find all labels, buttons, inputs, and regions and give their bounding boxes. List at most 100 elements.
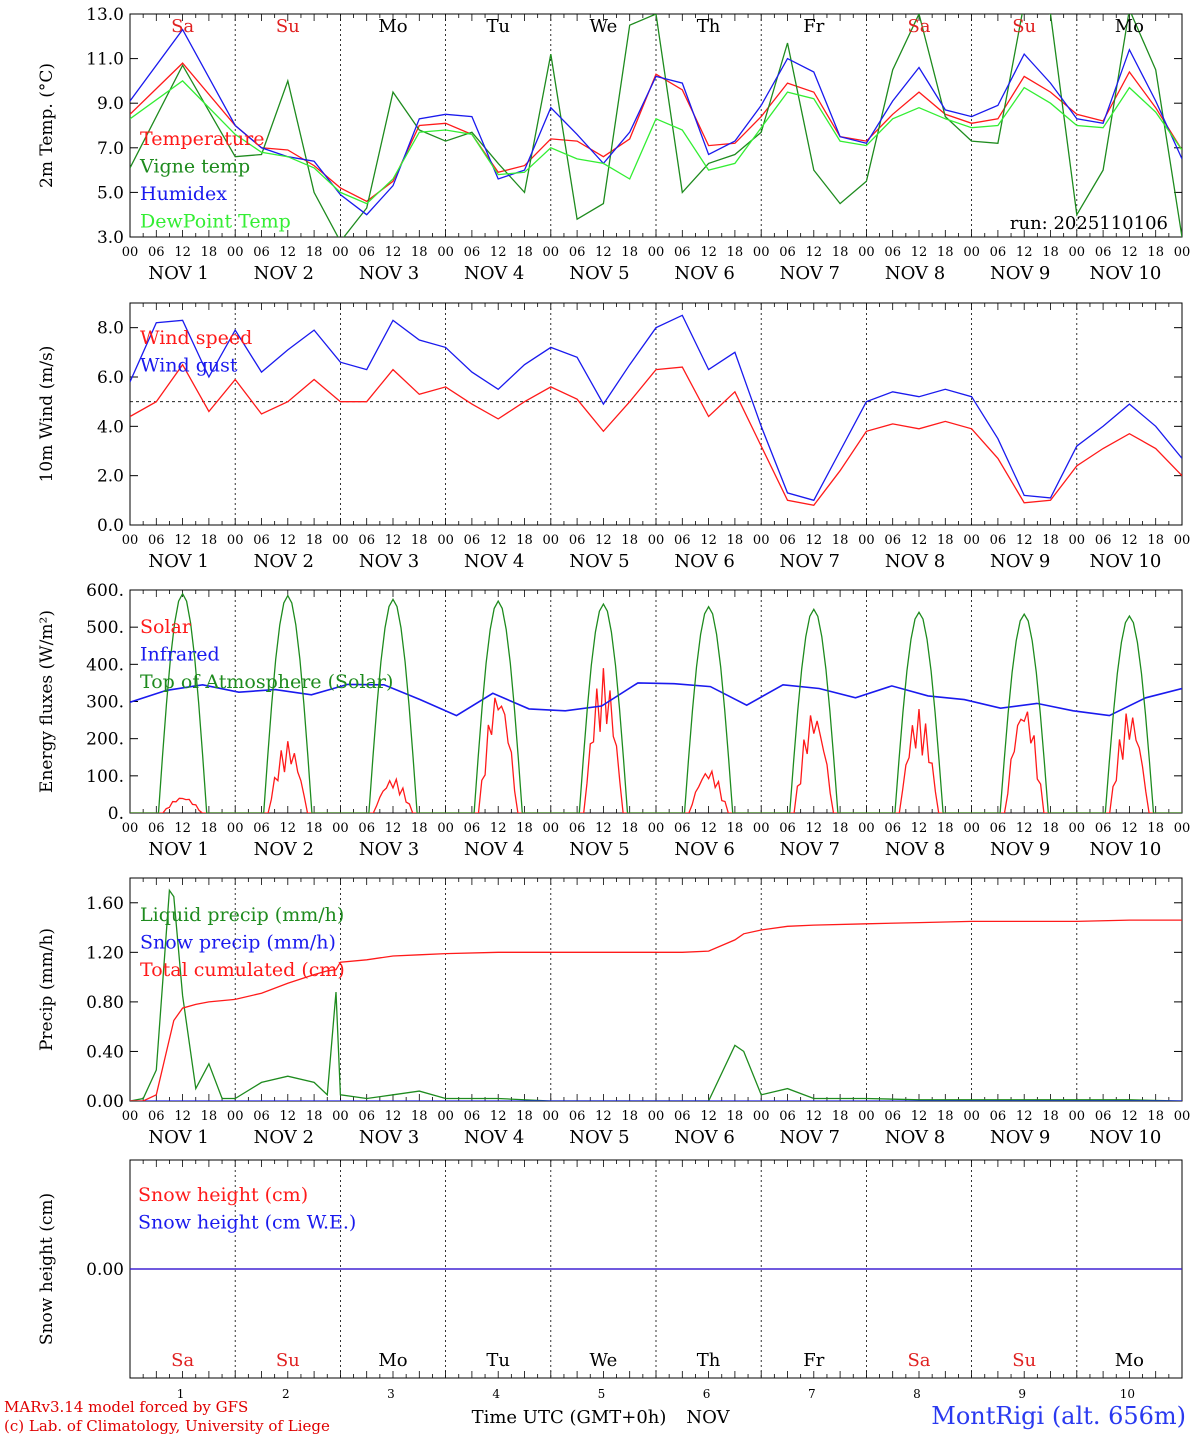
hour-tick-label: 00 [227,1109,244,1124]
hour-tick-label: 12 [174,245,191,260]
y-tick-label: 0.40 [86,1042,124,1062]
y-tick-label: 11.0 [86,50,124,70]
legend-label: Total cumulated (cm) [140,959,345,981]
series-group [130,314,1182,507]
date-label: NOV 6 [674,1127,734,1148]
hour-tick-label: 12 [911,245,928,260]
hour-tick-label: 12 [385,533,402,548]
hour-tick-label: 06 [148,821,165,836]
hour-tick-label: 06 [779,533,796,548]
date-label: NOV 9 [990,839,1050,860]
hour-tick-label: 06 [253,245,270,260]
hour-tick-label: 00 [332,1109,349,1124]
hour-tick-label: 18 [411,821,428,836]
hour-tick-label: 06 [569,821,586,836]
date-label: NOV 9 [990,263,1050,284]
hour-tick-label: 12 [595,1109,612,1124]
day-label: Mo [378,16,407,37]
hour-tick-label: 18 [516,245,533,260]
hour-tick-label: 06 [358,1109,375,1124]
series-group [130,888,1182,1101]
day-label: Su [1012,16,1036,37]
hour-tick-label: 12 [1121,533,1138,548]
date-label: NOV 3 [359,263,419,284]
hour-tick-label: 18 [832,821,849,836]
hour-tick-label: 18 [201,533,218,548]
day-number: 5 [598,1387,606,1401]
legend-label: Snow height (cm W.E.) [138,1212,356,1234]
hour-tick-label: 12 [806,533,823,548]
hour-tick-label: 00 [858,245,875,260]
date-label: NOV 9 [990,551,1050,572]
day-label: Tu [486,16,510,37]
hour-tick-label: 12 [1016,245,1033,260]
hour-tick-label: 12 [280,821,297,836]
hour-tick-label: 18 [516,821,533,836]
hour-tick-label: 00 [437,821,454,836]
hour-tick-label: 00 [543,1109,560,1124]
hour-tick-label: 06 [990,821,1007,836]
hour-tick-label: 06 [884,821,901,836]
hour-tick-label: 06 [674,1109,691,1124]
series-line [130,62,1182,203]
y-tick-label: 4.0 [97,417,124,437]
hour-tick-label: 00 [648,821,665,836]
hour-tick-label: 18 [621,533,638,548]
day-label: Mo [1115,1350,1144,1371]
hour-tick-label: 12 [700,1109,717,1124]
hour-tick-label: 12 [911,821,928,836]
date-label: NOV 1 [148,263,208,284]
hour-tick-label: 06 [990,1109,1007,1124]
hour-tick-label: 00 [963,821,980,836]
hour-tick-label: 06 [358,533,375,548]
y-tick-label: 600. [86,581,124,601]
hour-tick-label: 00 [227,245,244,260]
hour-tick-label: 00 [332,821,349,836]
hour-tick-label: 06 [253,1109,270,1124]
copyright-line: (c) Lab. of Climatology, University of L… [4,1417,330,1435]
hour-tick-label: 18 [937,245,954,260]
series-line [130,28,1182,216]
hour-tick-label: 00 [332,533,349,548]
hour-tick-label: 00 [753,245,770,260]
series-line [130,682,1182,717]
station-title: MontRigi (alt. 656m) [931,1402,1186,1430]
hour-tick-label: 18 [411,1109,428,1124]
series-line [130,314,1182,502]
hour-tick-label: 12 [490,1109,507,1124]
y-tick-label: 0. [108,804,124,824]
y-tick-label: 0.00 [86,1092,124,1112]
hour-tick-label: 06 [674,245,691,260]
hour-tick-label: 06 [253,533,270,548]
hour-tick-label: 12 [174,821,191,836]
hour-tick-label: 00 [227,821,244,836]
y-axis-label: 10m Wind (m/s) [37,346,57,483]
series-line [130,668,1182,813]
hour-tick-label: 06 [148,1109,165,1124]
day-label: Fr [803,16,824,37]
legend-label: Liquid precip (mm/h) [140,904,344,926]
y-tick-label: 1.20 [86,943,124,963]
date-label: NOV 7 [780,1127,840,1148]
hour-tick-label: 18 [621,1109,638,1124]
day-label: Th [697,16,721,37]
hour-tick-label: 18 [937,821,954,836]
hour-tick-label: 18 [1042,245,1059,260]
hour-tick-label: 12 [806,245,823,260]
date-label: NOV 6 [674,551,734,572]
hour-tick-label: 06 [779,821,796,836]
day-label: We [590,1350,618,1371]
hour-tick-label: 12 [1016,821,1033,836]
hour-tick-label: 18 [937,1109,954,1124]
legend-label: Infrared [140,644,220,666]
series-line [130,919,1182,1101]
y-axis-label: Snow height (cm) [37,1193,57,1345]
hour-tick-label: 00 [858,821,875,836]
hour-tick-label: 12 [1016,533,1033,548]
legend-label: Snow height (cm) [138,1184,308,1206]
day-number: 4 [492,1387,500,1401]
hour-tick-label: 18 [1042,821,1059,836]
hour-tick-label: 12 [1016,1109,1033,1124]
panel-1: 3.0 5.0 7.0 9.0 11.0 13.0 2m Temp. (°C) Tempera… [37,5,1190,284]
date-label: NOV 10 [1089,551,1161,572]
